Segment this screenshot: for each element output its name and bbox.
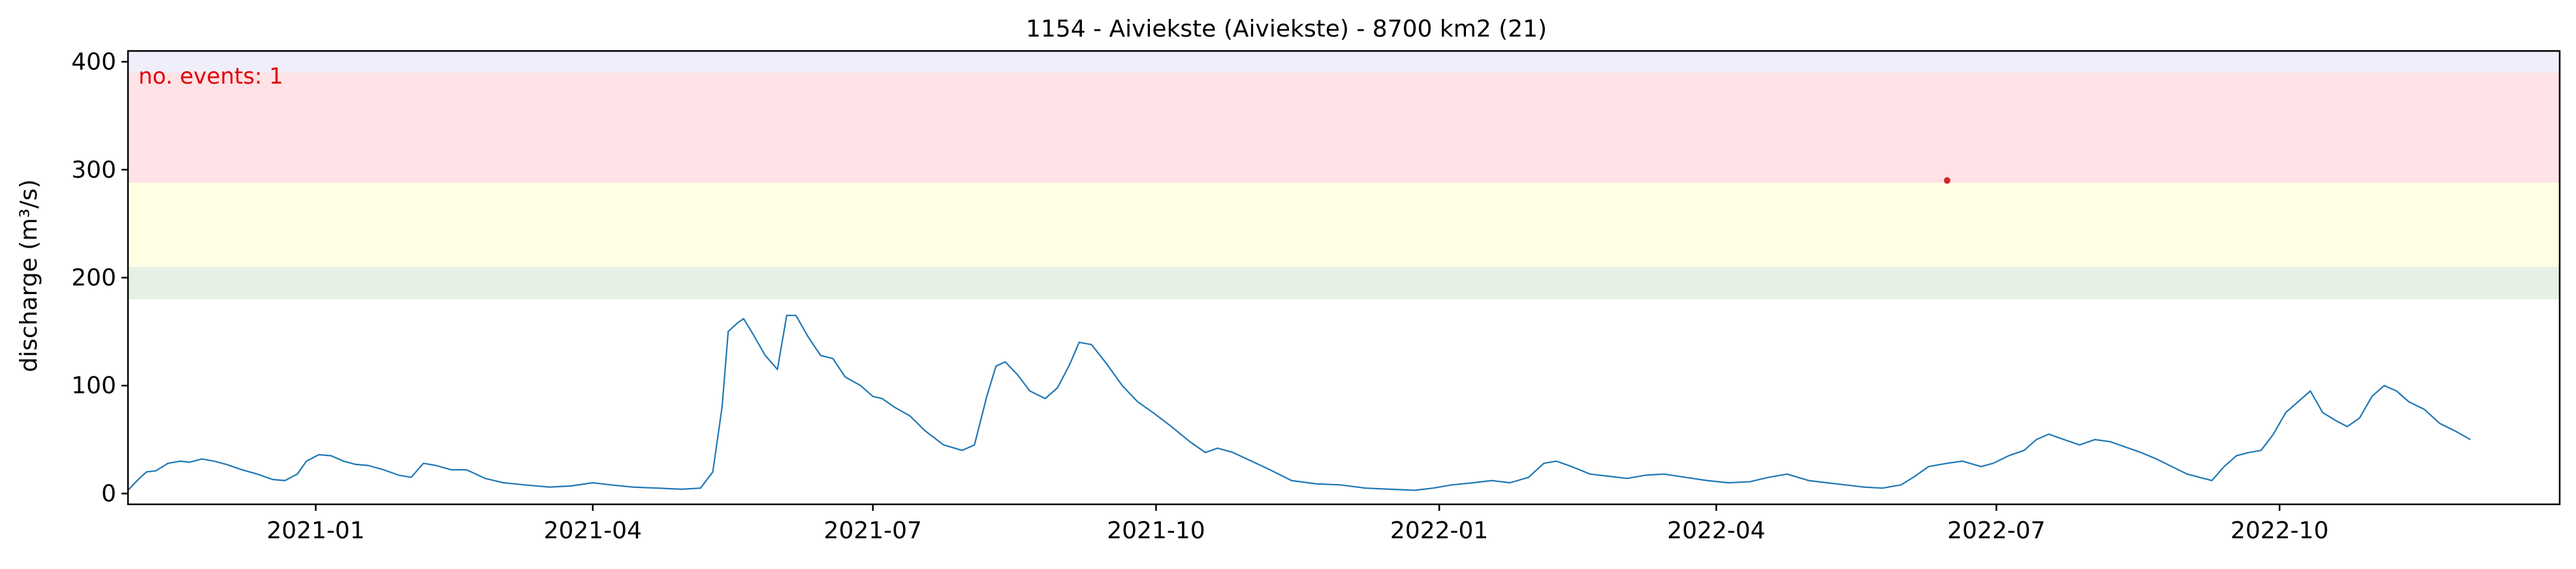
event-marker-1: [1943, 177, 1950, 184]
y-tick-label: 100: [71, 372, 116, 399]
threshold-band-1: [128, 267, 2560, 300]
y-tick-label: 0: [101, 480, 116, 507]
y-axis: 0 100 200 300 400: [71, 49, 128, 507]
x-tick-label: 2021-07: [824, 517, 922, 544]
x-axis: 2021-01 2021-04 2021-07 2021-10 2022-01 2022-…: [266, 504, 2329, 544]
threshold-band-4: [128, 51, 2560, 73]
x-tick-label: 2022-10: [2231, 517, 2329, 544]
y-tick-label: 200: [71, 265, 116, 291]
x-tick-label: 2021-01: [266, 517, 364, 544]
threshold-band-2: [128, 182, 2560, 267]
x-tick-label: 2021-04: [544, 517, 642, 544]
threshold-bands: [128, 51, 2560, 300]
y-tick-label: 300: [71, 157, 116, 184]
y-axis-label: discharge (m³/s): [16, 179, 42, 372]
x-tick-label: 2022-07: [1947, 517, 2045, 544]
series-line-1: [127, 314, 2471, 491]
y-tick-label: 400: [71, 49, 116, 76]
series-group: [127, 314, 2471, 491]
chart-title: 1154 - Aiviekste (Aiviekste) - 8700 km2 …: [1026, 16, 1547, 42]
threshold-band-3: [128, 73, 2560, 183]
x-tick-label: 2021-10: [1107, 517, 1205, 544]
events-group: [1943, 177, 1950, 184]
events-annotation: no. events: 1: [138, 63, 283, 89]
plot-frame: [127, 50, 2561, 506]
x-tick-label: 2022-01: [1390, 517, 1488, 544]
x-tick-label: 2022-04: [1667, 517, 1765, 544]
